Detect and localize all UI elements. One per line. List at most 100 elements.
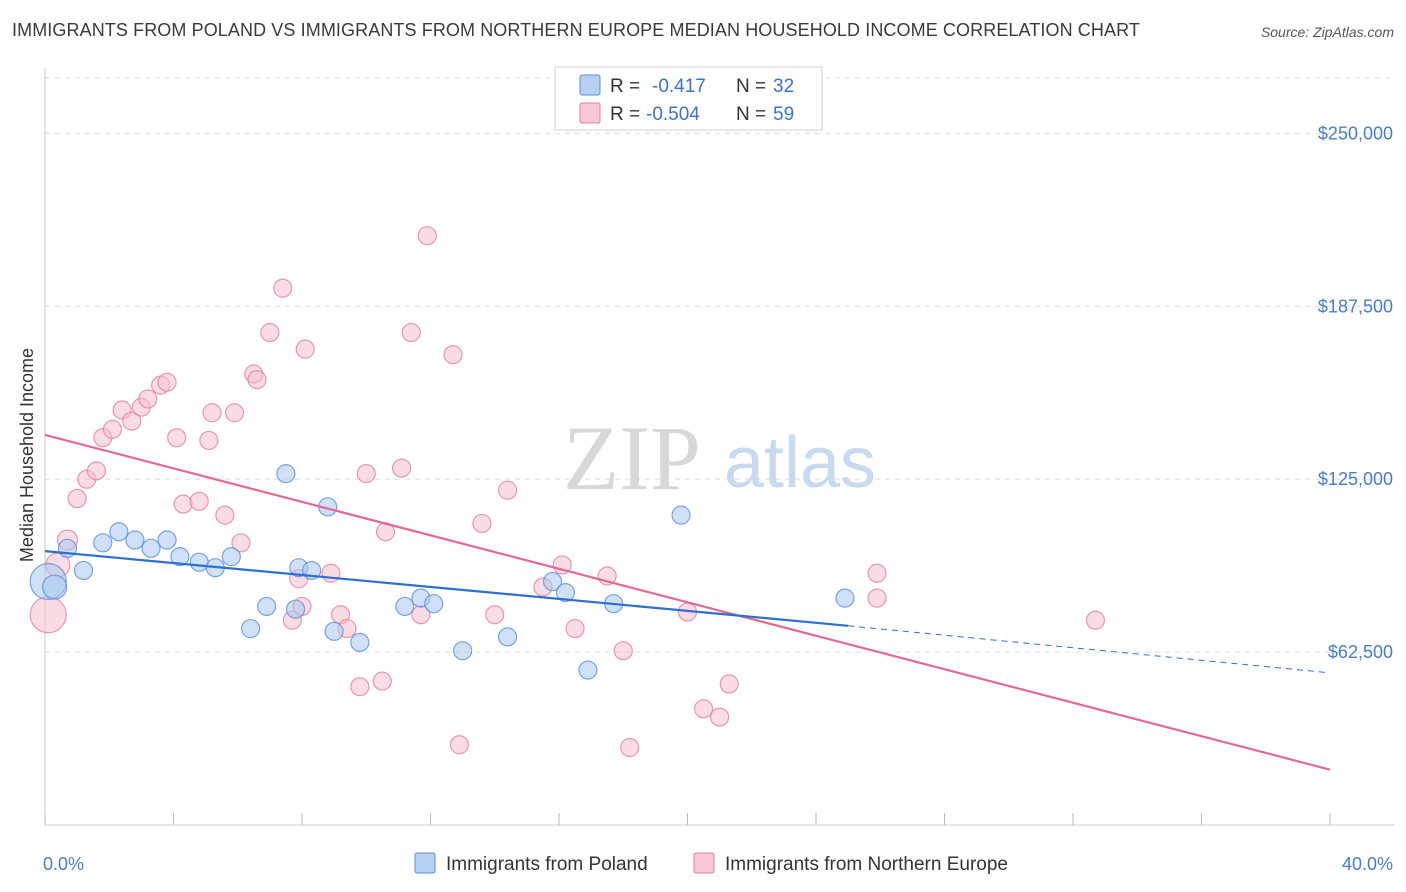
point-northern-europe [472, 513, 492, 534]
point-poland [555, 582, 576, 603]
point-northern-europe [391, 458, 412, 478]
y-tick-label: $187,500 [1318, 296, 1393, 316]
trendline-poland [44, 550, 849, 627]
y-axis-title: Median Household Income [17, 348, 37, 562]
trendline-northern-europe [44, 433, 1331, 771]
point-poland [671, 505, 691, 525]
point-northern-europe [122, 411, 142, 431]
point-poland [42, 574, 68, 600]
point-poland [395, 596, 415, 617]
point-northern-europe [719, 674, 739, 694]
y-tick-label: $62,500 [1328, 642, 1393, 662]
point-poland [424, 594, 444, 614]
point-poland [350, 632, 370, 653]
x-tick-label-max: 40.0% [1342, 854, 1393, 874]
point-poland [170, 547, 190, 567]
point-northern-europe [102, 419, 123, 439]
point-northern-europe [295, 339, 315, 359]
point-northern-europe [710, 707, 730, 727]
legend-r-value-poland: -0.417 [652, 76, 706, 97]
point-poland [453, 641, 473, 661]
watermark-atlas: atlas [724, 423, 876, 503]
watermark-zip: ZIP [563, 407, 701, 509]
trendline-poland-extension [848, 625, 1331, 674]
point-northern-europe [67, 488, 87, 509]
point-poland [324, 621, 344, 641]
point-northern-europe [372, 671, 392, 691]
point-poland [125, 530, 145, 550]
point-northern-europe [260, 322, 280, 343]
axes [44, 68, 1395, 826]
point-northern-europe [224, 403, 245, 423]
point-northern-europe [485, 605, 505, 625]
point-northern-europe [321, 563, 341, 583]
point-poland [578, 660, 598, 680]
legend-swatch-northern-europe [579, 102, 601, 124]
point-poland [835, 588, 855, 608]
point-poland [221, 547, 241, 567]
legend-n-label-poland: N = [736, 76, 766, 97]
point-northern-europe [350, 677, 370, 697]
point-poland [542, 571, 563, 592]
point-northern-europe [356, 464, 376, 484]
correlation-legend: R = -0.417 N = 32 R = -0.504 N = 59 [554, 66, 823, 131]
point-poland [189, 552, 209, 572]
point-poland [276, 464, 296, 484]
point-northern-europe [498, 480, 518, 500]
legend-n-value-northern-europe: 59 [773, 104, 794, 125]
point-northern-europe [86, 461, 107, 481]
legend-n-label-northern-europe: N = [736, 104, 766, 125]
data-points [29, 226, 1106, 758]
point-northern-europe [417, 226, 437, 246]
point-northern-europe [613, 641, 633, 661]
series-legend-swatch-poland [414, 852, 436, 874]
series-legend: Immigrants from Poland Immigrants from N… [414, 852, 1008, 875]
tick-labels: $62,500 $125,000 $187,500 $250,000 0.0% 40.0% [43, 123, 1393, 874]
point-poland [141, 538, 161, 558]
point-poland [73, 560, 94, 581]
point-poland [109, 522, 129, 542]
point-northern-europe [157, 372, 177, 392]
point-northern-europe [449, 735, 470, 755]
point-northern-europe [167, 428, 187, 448]
point-poland [257, 596, 277, 617]
point-northern-europe [202, 403, 222, 423]
point-northern-europe [189, 491, 209, 511]
watermark: ZIP atlas [563, 407, 876, 509]
point-northern-europe [173, 494, 193, 514]
point-northern-europe [138, 389, 158, 409]
point-northern-europe [401, 322, 421, 343]
point-northern-europe [693, 699, 714, 719]
series-legend-label-poland: Immigrants from Poland [446, 854, 648, 875]
point-northern-europe [247, 369, 267, 390]
source-note: Source: ZipAtlas.com [1260, 24, 1394, 40]
trend-lines [44, 433, 1331, 771]
point-northern-europe [199, 430, 219, 451]
point-northern-europe [231, 533, 251, 553]
point-northern-europe [565, 618, 585, 639]
y-tick-label: $125,000 [1318, 469, 1393, 489]
series-legend-swatch-northern-europe [693, 852, 715, 874]
point-poland [157, 530, 177, 550]
point-northern-europe [29, 596, 67, 634]
point-poland [285, 599, 306, 619]
legend-swatch-poland [579, 74, 601, 96]
y-tick-label: $250,000 [1318, 123, 1393, 143]
point-northern-europe [273, 278, 293, 298]
x-tick-label-min: 0.0% [43, 854, 84, 874]
grid-lines [45, 77, 1395, 653]
point-poland [93, 533, 113, 553]
point-northern-europe [215, 505, 235, 525]
point-northern-europe [443, 345, 463, 365]
point-northern-europe [867, 588, 887, 608]
legend-n-value-poland: 32 [773, 76, 794, 97]
point-northern-europe [867, 563, 887, 583]
legend-r-label-northern-europe: R = [610, 104, 640, 125]
point-poland [498, 627, 518, 647]
chart-title: IMMIGRANTS FROM POLAND VS IMMIGRANTS FRO… [12, 20, 1140, 40]
point-northern-europe [1085, 610, 1106, 630]
legend-r-value-northern-europe: -0.504 [646, 104, 700, 125]
legend-r-label-poland: R = [610, 76, 640, 97]
point-poland [241, 618, 261, 639]
